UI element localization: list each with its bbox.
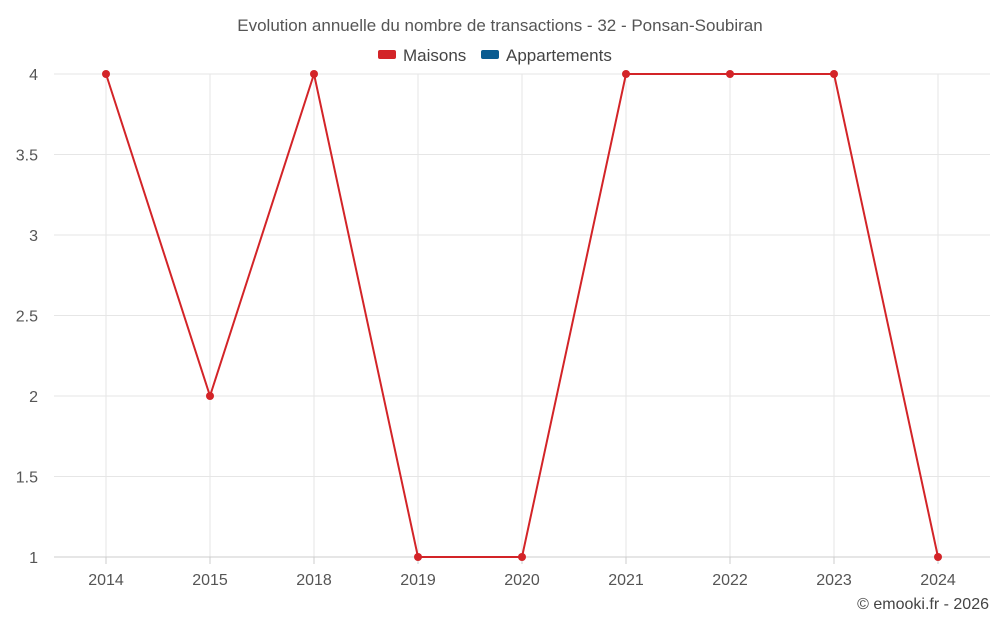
legend: Maisons Appartements [378, 46, 612, 65]
data-point-2014[interactable] [102, 70, 110, 78]
y-tick-label: 1.5 [16, 470, 38, 487]
chart-title: Evolution annuelle du nombre de transact… [237, 16, 762, 35]
data-point-2021[interactable] [622, 70, 630, 78]
data-point-2024[interactable] [934, 553, 942, 561]
x-tick-label: 2014 [88, 572, 124, 589]
data-point-2018[interactable] [310, 70, 318, 78]
x-tick-label: 2021 [608, 572, 644, 589]
data-point-2019[interactable] [414, 553, 422, 561]
y-tick-label: 3.5 [16, 148, 38, 165]
y-tick-label: 1 [29, 550, 38, 567]
axes: 1 1.5 2 2.5 3 3.5 4 2014 2015 2018 2019 2020 2021 202… [16, 67, 990, 589]
legend-item-appartements[interactable]: Appartements [481, 46, 612, 65]
x-tick-label: 2022 [712, 572, 748, 589]
y-tick-label: 3 [29, 228, 38, 245]
legend-swatch-maisons [378, 50, 396, 59]
x-tick-label: 2024 [920, 572, 956, 589]
data-point-2023[interactable] [830, 70, 838, 78]
x-tick-label: 2015 [192, 572, 228, 589]
grid [54, 73, 990, 557]
data-point-2020[interactable] [518, 553, 526, 561]
y-tick-label: 2.5 [16, 309, 38, 326]
series-maisons [102, 70, 942, 561]
x-tick-label: 2019 [400, 572, 436, 589]
legend-item-maisons[interactable]: Maisons [378, 46, 466, 65]
data-point-2022[interactable] [726, 70, 734, 78]
data-point-2015[interactable] [206, 392, 214, 400]
x-tick-label: 2023 [816, 572, 852, 589]
x-tick-label: 2018 [296, 572, 332, 589]
legend-swatch-appartements [481, 50, 499, 59]
credit-text: © emooki.fr - 2026 [857, 596, 989, 613]
y-tick-label: 4 [29, 67, 38, 84]
x-tick-label: 2020 [504, 572, 540, 589]
legend-label-maisons: Maisons [403, 46, 466, 65]
legend-label-appartements: Appartements [506, 46, 612, 65]
y-tick-label: 2 [29, 389, 38, 406]
